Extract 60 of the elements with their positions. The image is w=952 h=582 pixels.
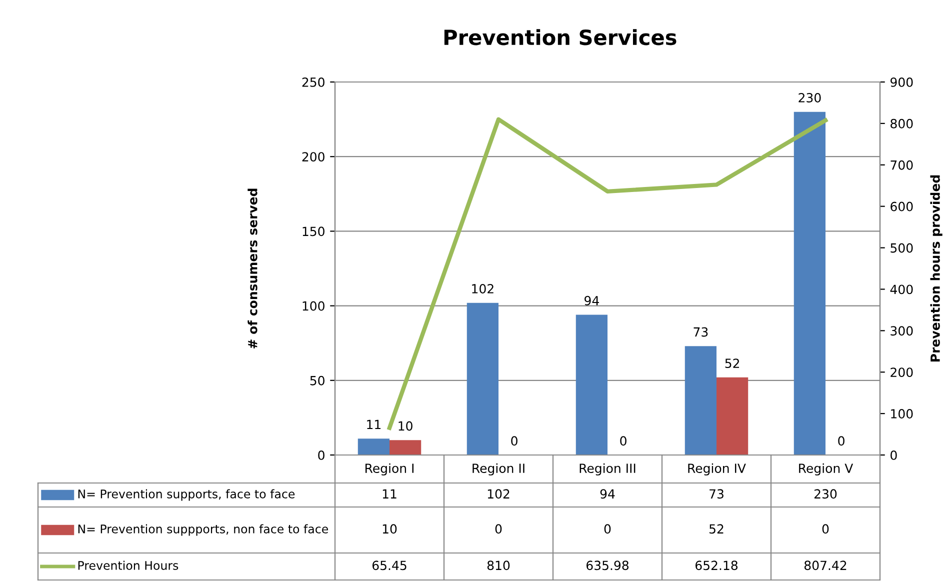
- data-label: 807.42: [804, 560, 846, 570]
- annotation: 73: [694, 327, 708, 337]
- x-tick-label: Region I: [366, 463, 414, 476]
- annotation: 10: [398, 421, 412, 431]
- annotation: 94: [584, 296, 599, 306]
- data-label: 0: [604, 524, 611, 534]
- annotation: 11: [367, 420, 380, 430]
- data-label: 810: [487, 560, 510, 570]
- y2-tick-label: 600: [890, 202, 913, 212]
- y-tick-label: 250: [302, 77, 324, 87]
- data-label: 0: [822, 524, 829, 534]
- y2-axis-title: Prevention hours provided: [930, 175, 942, 362]
- annotation: 102: [472, 284, 494, 294]
- y-tick-label: 200: [302, 152, 324, 162]
- data-label: 652.18: [696, 560, 738, 570]
- bar: [358, 438, 390, 455]
- legend-label: N= Prevention suppports, non face to face: [78, 524, 328, 536]
- bar: [466, 302, 498, 455]
- data-label: 102: [488, 489, 510, 499]
- x-tick-label: Region V: [799, 463, 854, 476]
- annotation: 0: [511, 436, 518, 446]
- data-label: 11: [382, 489, 396, 498]
- y2-tick-label: 800: [890, 118, 913, 128]
- y2-tick-label: 900: [890, 77, 913, 87]
- x-tick-label: Region II: [472, 463, 524, 476]
- annotation: 52: [725, 358, 740, 368]
- data-label: 0: [495, 524, 502, 534]
- y-tick-label: 50: [310, 376, 324, 386]
- annotation: 0: [838, 436, 844, 446]
- x-tick-label: Region IV: [688, 463, 746, 476]
- legend-label: Prevention Hours: [78, 560, 178, 570]
- data-label: 230: [814, 489, 837, 499]
- data-label: 635.98: [586, 560, 629, 570]
- data-label: 65.45: [372, 560, 406, 570]
- line-series: [387, 117, 828, 430]
- bar: [794, 112, 826, 455]
- data-label: 94: [600, 489, 615, 499]
- y-tick-label: 100: [302, 301, 324, 311]
- y2-tick-label: 700: [890, 160, 913, 170]
- y2-tick-label: 0: [890, 450, 897, 460]
- y-tick-label: 0: [318, 450, 324, 460]
- data-label: 52: [710, 524, 724, 534]
- y2-tick-label: 200: [890, 368, 913, 378]
- bar: [576, 314, 608, 455]
- bar: [716, 377, 748, 455]
- y2-tick-label: 300: [890, 326, 913, 336]
- y2-tick-label: 500: [890, 243, 913, 253]
- y2-tick-label: 400: [890, 284, 913, 294]
- y2-tick-label: 100: [891, 409, 913, 418]
- bar: [684, 346, 716, 455]
- x-tick-label: Region III: [580, 463, 636, 476]
- data-label: 73: [710, 489, 724, 499]
- y-tick-label: 150: [302, 226, 324, 236]
- data-label: 10: [382, 524, 397, 534]
- annotation: 230: [798, 93, 821, 102]
- annotation: 0: [620, 436, 626, 446]
- y-axis-title: # of consumers served: [248, 188, 258, 348]
- legend-label: N= Prevention supports, face to face: [78, 489, 295, 501]
- bar: [390, 440, 422, 455]
- chart-title: Prevention Services: [444, 29, 676, 46]
